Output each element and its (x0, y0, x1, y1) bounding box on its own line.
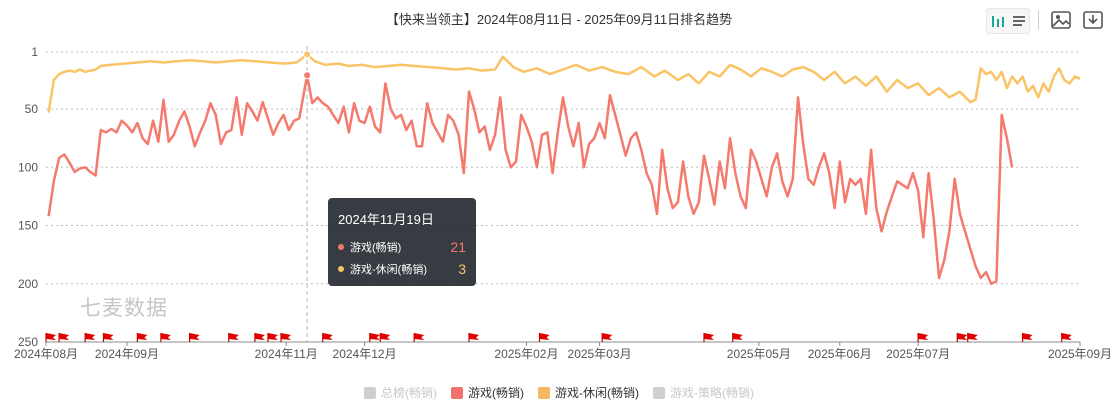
y-tick-label: 100 (18, 160, 38, 174)
x-tick-label: 2025年06月 (808, 347, 872, 361)
legend-swatch (451, 386, 463, 399)
event-flag-icon (1022, 333, 1033, 340)
y-tick-label: 250 (18, 335, 38, 349)
bar-chart-icon[interactable] (987, 9, 1008, 33)
hover-point (303, 50, 312, 59)
tooltip: 2024年11月19日 游戏(畅销) 21 游戏-休闲(畅销) 3 (328, 198, 476, 286)
x-tick-label: 2025年02月 (494, 347, 558, 361)
event-flag-icon (137, 333, 148, 340)
legend-label: 游戏-策略(畅销) (670, 386, 754, 400)
event-flag-icon (732, 333, 743, 340)
event-flag-icon (189, 333, 200, 340)
event-flag-icon (85, 333, 96, 340)
y-tick-label: 200 (18, 277, 38, 291)
list-icon[interactable] (1008, 9, 1029, 33)
legend-label: 游戏(畅销) (468, 386, 524, 400)
tooltip-row-casual: 游戏-休闲(畅销) 3 (338, 258, 466, 280)
download-icon[interactable] (1082, 9, 1104, 31)
legend-swatch (364, 386, 376, 399)
event-flag-icon (160, 333, 171, 340)
legend-swatch (538, 386, 550, 399)
x-tick-label: 2024年08月 (14, 347, 78, 361)
series-line (47, 74, 1014, 286)
event-flag-icon (254, 333, 265, 340)
event-flag-icon (103, 333, 114, 340)
event-flag-icon (267, 333, 278, 340)
event-flag-icon (967, 333, 978, 340)
y-tick-label: 1 (31, 45, 38, 59)
event-flag-icon (369, 333, 380, 340)
x-tick-label: 2024年11月 (255, 347, 318, 361)
legend-item-overall[interactable]: 总榜(畅销) (364, 384, 437, 401)
tooltip-date: 2024年11月19日 (338, 212, 434, 227)
event-flag-icon (59, 333, 70, 340)
watermark: 七麦数据 (80, 297, 168, 320)
legend-item-game[interactable]: 游戏(畅销) (451, 384, 524, 401)
chart-legend: 总榜(畅销) 游戏(畅销) 游戏-休闲(畅销) 游戏-策略(畅销) (0, 384, 1118, 401)
event-flag-icon (322, 333, 333, 340)
event-flag-icon (704, 333, 714, 340)
tooltip-dot-icon (338, 266, 344, 272)
tooltip-series-value: 3 (458, 261, 466, 277)
toolbar-divider (1038, 10, 1039, 30)
y-tick-label: 50 (25, 102, 39, 116)
x-tick-label: 2025年07月 (886, 347, 950, 361)
event-flag-icon (469, 333, 479, 340)
tooltip-series-name: 游戏-休闲(畅销) (350, 264, 427, 276)
y-tick-label: 150 (18, 219, 38, 233)
chart-title: 【快来当领主】2024年08月11日 - 2025年09月11日排名趋势 (385, 12, 733, 27)
event-flag-icon (414, 333, 425, 340)
legend-label: 总榜(畅销) (381, 386, 437, 400)
x-tick-label: 2025年09月 (1048, 347, 1112, 361)
x-tick-label: 2024年12月 (333, 347, 397, 361)
event-flag-icon (1061, 333, 1072, 340)
series-line (47, 53, 1081, 113)
event-flag-icon (957, 333, 968, 340)
event-flag-icon (602, 333, 613, 340)
event-flag-icon (918, 333, 929, 340)
event-flag-icon (46, 333, 56, 340)
tooltip-dot-icon (338, 244, 344, 250)
legend-item-strategy[interactable]: 游戏-策略(畅销) (653, 384, 754, 401)
chart-type-toggle (986, 8, 1030, 34)
x-tick-label: 2025年05月 (727, 347, 791, 361)
legend-item-casual[interactable]: 游戏-休闲(畅销) (538, 384, 639, 401)
x-tick-label: 2024年09月 (95, 347, 159, 361)
event-flag-icon (380, 333, 391, 340)
x-tick-label: 2025年03月 (568, 347, 632, 361)
tooltip-series-name: 游戏(畅销) (350, 242, 402, 254)
tooltip-row-game: 游戏(畅销) 21 (338, 236, 466, 258)
legend-swatch (653, 386, 665, 399)
event-flag-icon (539, 333, 550, 340)
image-icon[interactable] (1050, 9, 1072, 31)
legend-label: 游戏-休闲(畅销) (555, 386, 639, 400)
event-flag-icon (228, 333, 239, 340)
event-flag-icon (281, 333, 291, 340)
tooltip-series-value: 21 (450, 239, 466, 255)
hover-point (303, 71, 312, 80)
